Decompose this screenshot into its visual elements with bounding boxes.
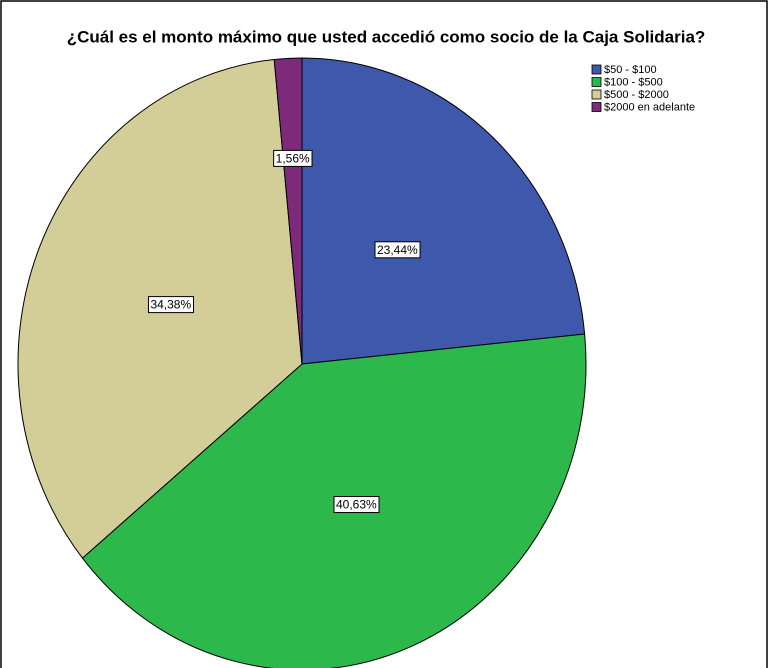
data-label: 1,56% <box>276 151 310 165</box>
legend-swatch <box>591 64 602 75</box>
pie-slice <box>301 57 586 365</box>
data-label: 23,44% <box>377 243 418 257</box>
pie-slice <box>273 57 303 365</box>
data-label: 40,63% <box>336 498 377 512</box>
data-label-box <box>333 496 380 514</box>
legend-swatch <box>591 102 602 112</box>
data-label-box <box>147 296 194 314</box>
legend-label: $100 - $500 <box>604 76 663 88</box>
legend-swatch <box>591 89 602 100</box>
legend-label: $50 - $100 <box>604 64 657 76</box>
chart-title: ¿Cuál es el monto máximo que usted acced… <box>67 27 706 46</box>
legend-label: $500 - $2000 <box>604 89 669 101</box>
legend-label: $2000 en adelante <box>604 101 695 113</box>
legend-swatch <box>591 77 602 87</box>
data-label-box <box>273 149 313 167</box>
data-label-box <box>374 241 421 259</box>
data-label: 34,38% <box>150 298 191 312</box>
